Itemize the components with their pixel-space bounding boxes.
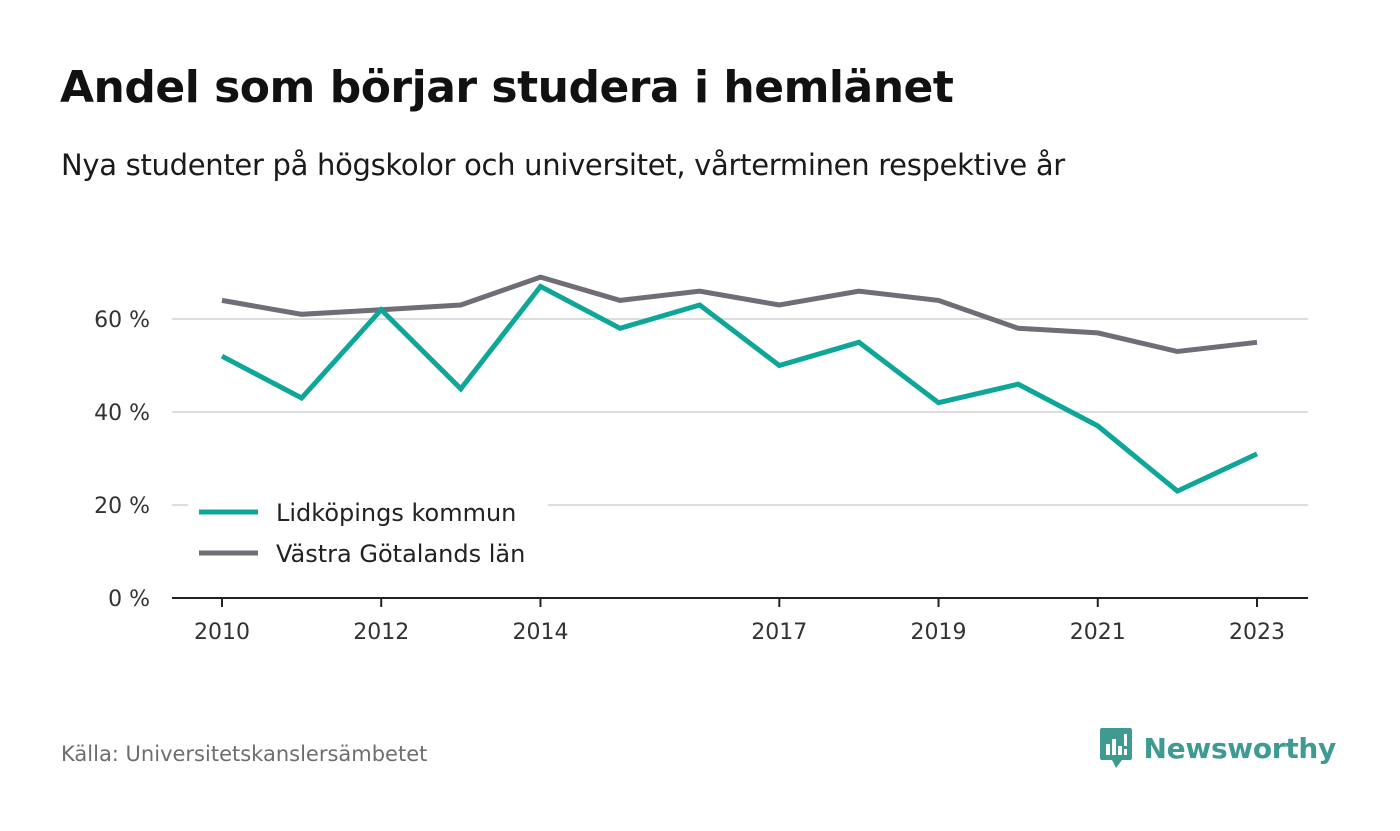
chart-title: Andel som börjar studera i hemlänet	[60, 62, 954, 113]
series-lines	[220, 274, 1259, 495]
y-tick-label: 40 %	[94, 401, 150, 426]
x-tick-label: 2021	[1070, 620, 1126, 645]
brand-name: Newsworthy	[1143, 731, 1337, 765]
x-tick-label: 2014	[512, 620, 568, 645]
legend-label: Lidköpings kommun	[276, 499, 516, 527]
series-line-1	[221, 274, 1258, 355]
x-tick-label: 2023	[1229, 620, 1285, 645]
legend-background	[188, 490, 548, 580]
chart-subtitle: Nya studenter på högskolor och universit…	[61, 148, 1065, 182]
y-tick-label: 60 %	[94, 308, 150, 333]
x-tick-label: 2019	[911, 620, 967, 645]
line-chart: 0 % 20 % 40 % 60 % 2010 2012 2014 2017 2019 2021…	[94, 274, 1308, 645]
brand-logo: Newsworthy	[1098, 726, 1336, 770]
grid-layer: 0 % 20 % 40 % 60 %	[94, 308, 1308, 612]
source-note: Källa: Universitetskanslersämbetet	[61, 742, 428, 766]
x-tick-label: 2010	[194, 620, 250, 645]
legend: Lidköpings kommun Västra Götalands län	[188, 490, 548, 580]
newsworthy-icon	[1099, 728, 1132, 768]
x-axis: 2010 2012 2014 2017 2019 2021 2023	[172, 597, 1308, 645]
x-tick-label: 2012	[353, 620, 409, 645]
y-tick-label: 0 %	[108, 587, 150, 612]
series-line-0	[220, 283, 1259, 495]
y-tick-label: 20 %	[94, 494, 150, 519]
legend-label: Västra Götalands län	[276, 540, 525, 568]
x-tick-label: 2017	[751, 620, 807, 645]
